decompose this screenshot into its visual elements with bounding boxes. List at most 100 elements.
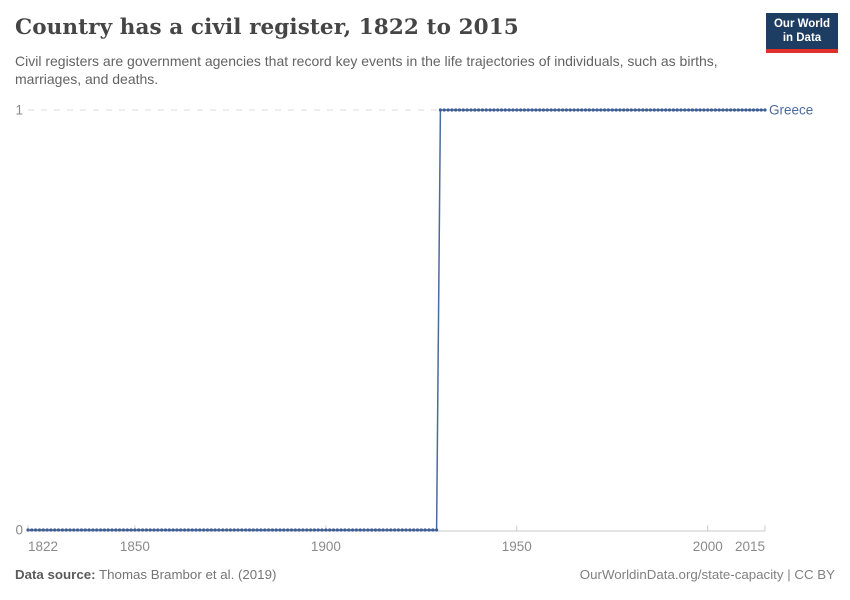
data-point[interactable]: [484, 108, 488, 112]
data-point[interactable]: [232, 528, 236, 532]
data-point[interactable]: [114, 528, 118, 532]
data-point[interactable]: [530, 108, 534, 112]
data-point[interactable]: [541, 108, 546, 112]
data-point[interactable]: [343, 528, 347, 532]
data-point[interactable]: [675, 108, 679, 112]
data-point[interactable]: [438, 108, 442, 112]
data-point[interactable]: [68, 528, 72, 532]
data-point[interactable]: [679, 108, 683, 112]
data-point[interactable]: [408, 528, 412, 532]
data-point[interactable]: [400, 528, 404, 532]
data-point[interactable]: [179, 528, 183, 532]
data-point[interactable]: [572, 108, 576, 112]
data-point[interactable]: [412, 528, 416, 532]
data-point[interactable]: [496, 108, 500, 112]
data-point[interactable]: [755, 108, 760, 112]
data-point[interactable]: [610, 108, 614, 112]
data-point[interactable]: [297, 528, 301, 532]
data-point[interactable]: [282, 528, 286, 532]
data-point[interactable]: [324, 528, 328, 532]
data-point[interactable]: [335, 528, 339, 532]
data-point[interactable]: [309, 528, 313, 532]
data-point[interactable]: [698, 108, 702, 112]
data-point[interactable]: [709, 108, 714, 112]
data-point[interactable]: [209, 528, 213, 532]
data-point[interactable]: [564, 108, 569, 112]
data-point[interactable]: [106, 528, 110, 532]
data-point[interactable]: [748, 108, 752, 112]
data-point[interactable]: [465, 108, 469, 112]
data-point[interactable]: [213, 528, 217, 532]
data-point[interactable]: [645, 108, 649, 112]
data-point[interactable]: [41, 528, 45, 532]
data-point[interactable]: [347, 528, 351, 532]
data-point[interactable]: [167, 528, 171, 532]
data-point[interactable]: [49, 528, 53, 532]
credit-link[interactable]: OurWorldinData.org/state-capacity | CC B…: [579, 567, 835, 582]
data-point[interactable]: [64, 528, 68, 532]
data-point[interactable]: [751, 108, 756, 112]
data-point[interactable]: [358, 528, 362, 532]
data-point[interactable]: [660, 108, 664, 112]
data-point[interactable]: [60, 528, 64, 532]
data-point[interactable]: [721, 108, 725, 112]
data-point[interactable]: [118, 528, 122, 532]
data-point[interactable]: [419, 528, 423, 532]
data-point[interactable]: [553, 108, 557, 112]
data-point[interactable]: [26, 528, 30, 532]
data-point[interactable]: [53, 528, 57, 532]
data-point[interactable]: [736, 108, 740, 112]
data-point[interactable]: [744, 108, 748, 112]
data-point[interactable]: [247, 528, 252, 532]
data-point[interactable]: [244, 528, 248, 532]
data-point[interactable]: [507, 108, 511, 112]
data-point[interactable]: [289, 528, 294, 532]
data-point[interactable]: [236, 528, 240, 532]
data-point[interactable]: [91, 528, 95, 532]
data-point[interactable]: [667, 108, 672, 112]
data-point[interactable]: [102, 528, 106, 532]
data-point[interactable]: [534, 108, 538, 112]
data-point[interactable]: [404, 528, 408, 532]
data-point[interactable]: [366, 528, 370, 532]
data-point[interactable]: [576, 108, 580, 112]
data-point[interactable]: [473, 108, 477, 112]
data-point[interactable]: [503, 108, 507, 112]
data-point[interactable]: [278, 528, 282, 532]
data-point[interactable]: [648, 108, 653, 112]
data-point[interactable]: [72, 528, 76, 532]
data-point[interactable]: [362, 528, 366, 532]
data-point[interactable]: [217, 528, 221, 532]
data-point[interactable]: [603, 108, 607, 112]
data-point[interactable]: [595, 108, 599, 112]
data-point[interactable]: [385, 528, 389, 532]
data-point[interactable]: [446, 108, 450, 112]
data-point[interactable]: [683, 108, 687, 112]
data-point[interactable]: [34, 528, 38, 532]
greece-line[interactable]: [28, 109, 765, 531]
data-point[interactable]: [622, 108, 626, 112]
data-point[interactable]: [599, 108, 603, 112]
data-point[interactable]: [499, 108, 504, 112]
data-point[interactable]: [152, 528, 156, 532]
data-point[interactable]: [183, 528, 187, 532]
data-point[interactable]: [740, 108, 744, 112]
data-point[interactable]: [729, 108, 733, 112]
data-point[interactable]: [423, 528, 427, 532]
series-label-greece[interactable]: Greece: [769, 103, 813, 118]
data-point[interactable]: [477, 108, 481, 112]
data-point[interactable]: [515, 108, 519, 112]
data-point[interactable]: [293, 528, 297, 532]
data-point[interactable]: [76, 528, 80, 532]
data-point[interactable]: [144, 528, 148, 532]
data-point[interactable]: [110, 528, 114, 532]
data-point[interactable]: [629, 108, 633, 112]
data-point[interactable]: [320, 528, 324, 532]
data-point[interactable]: [225, 528, 229, 532]
data-point[interactable]: [625, 108, 630, 112]
data-point[interactable]: [351, 528, 355, 532]
data-point[interactable]: [228, 528, 232, 532]
data-point[interactable]: [305, 528, 309, 532]
data-point[interactable]: [561, 108, 565, 112]
